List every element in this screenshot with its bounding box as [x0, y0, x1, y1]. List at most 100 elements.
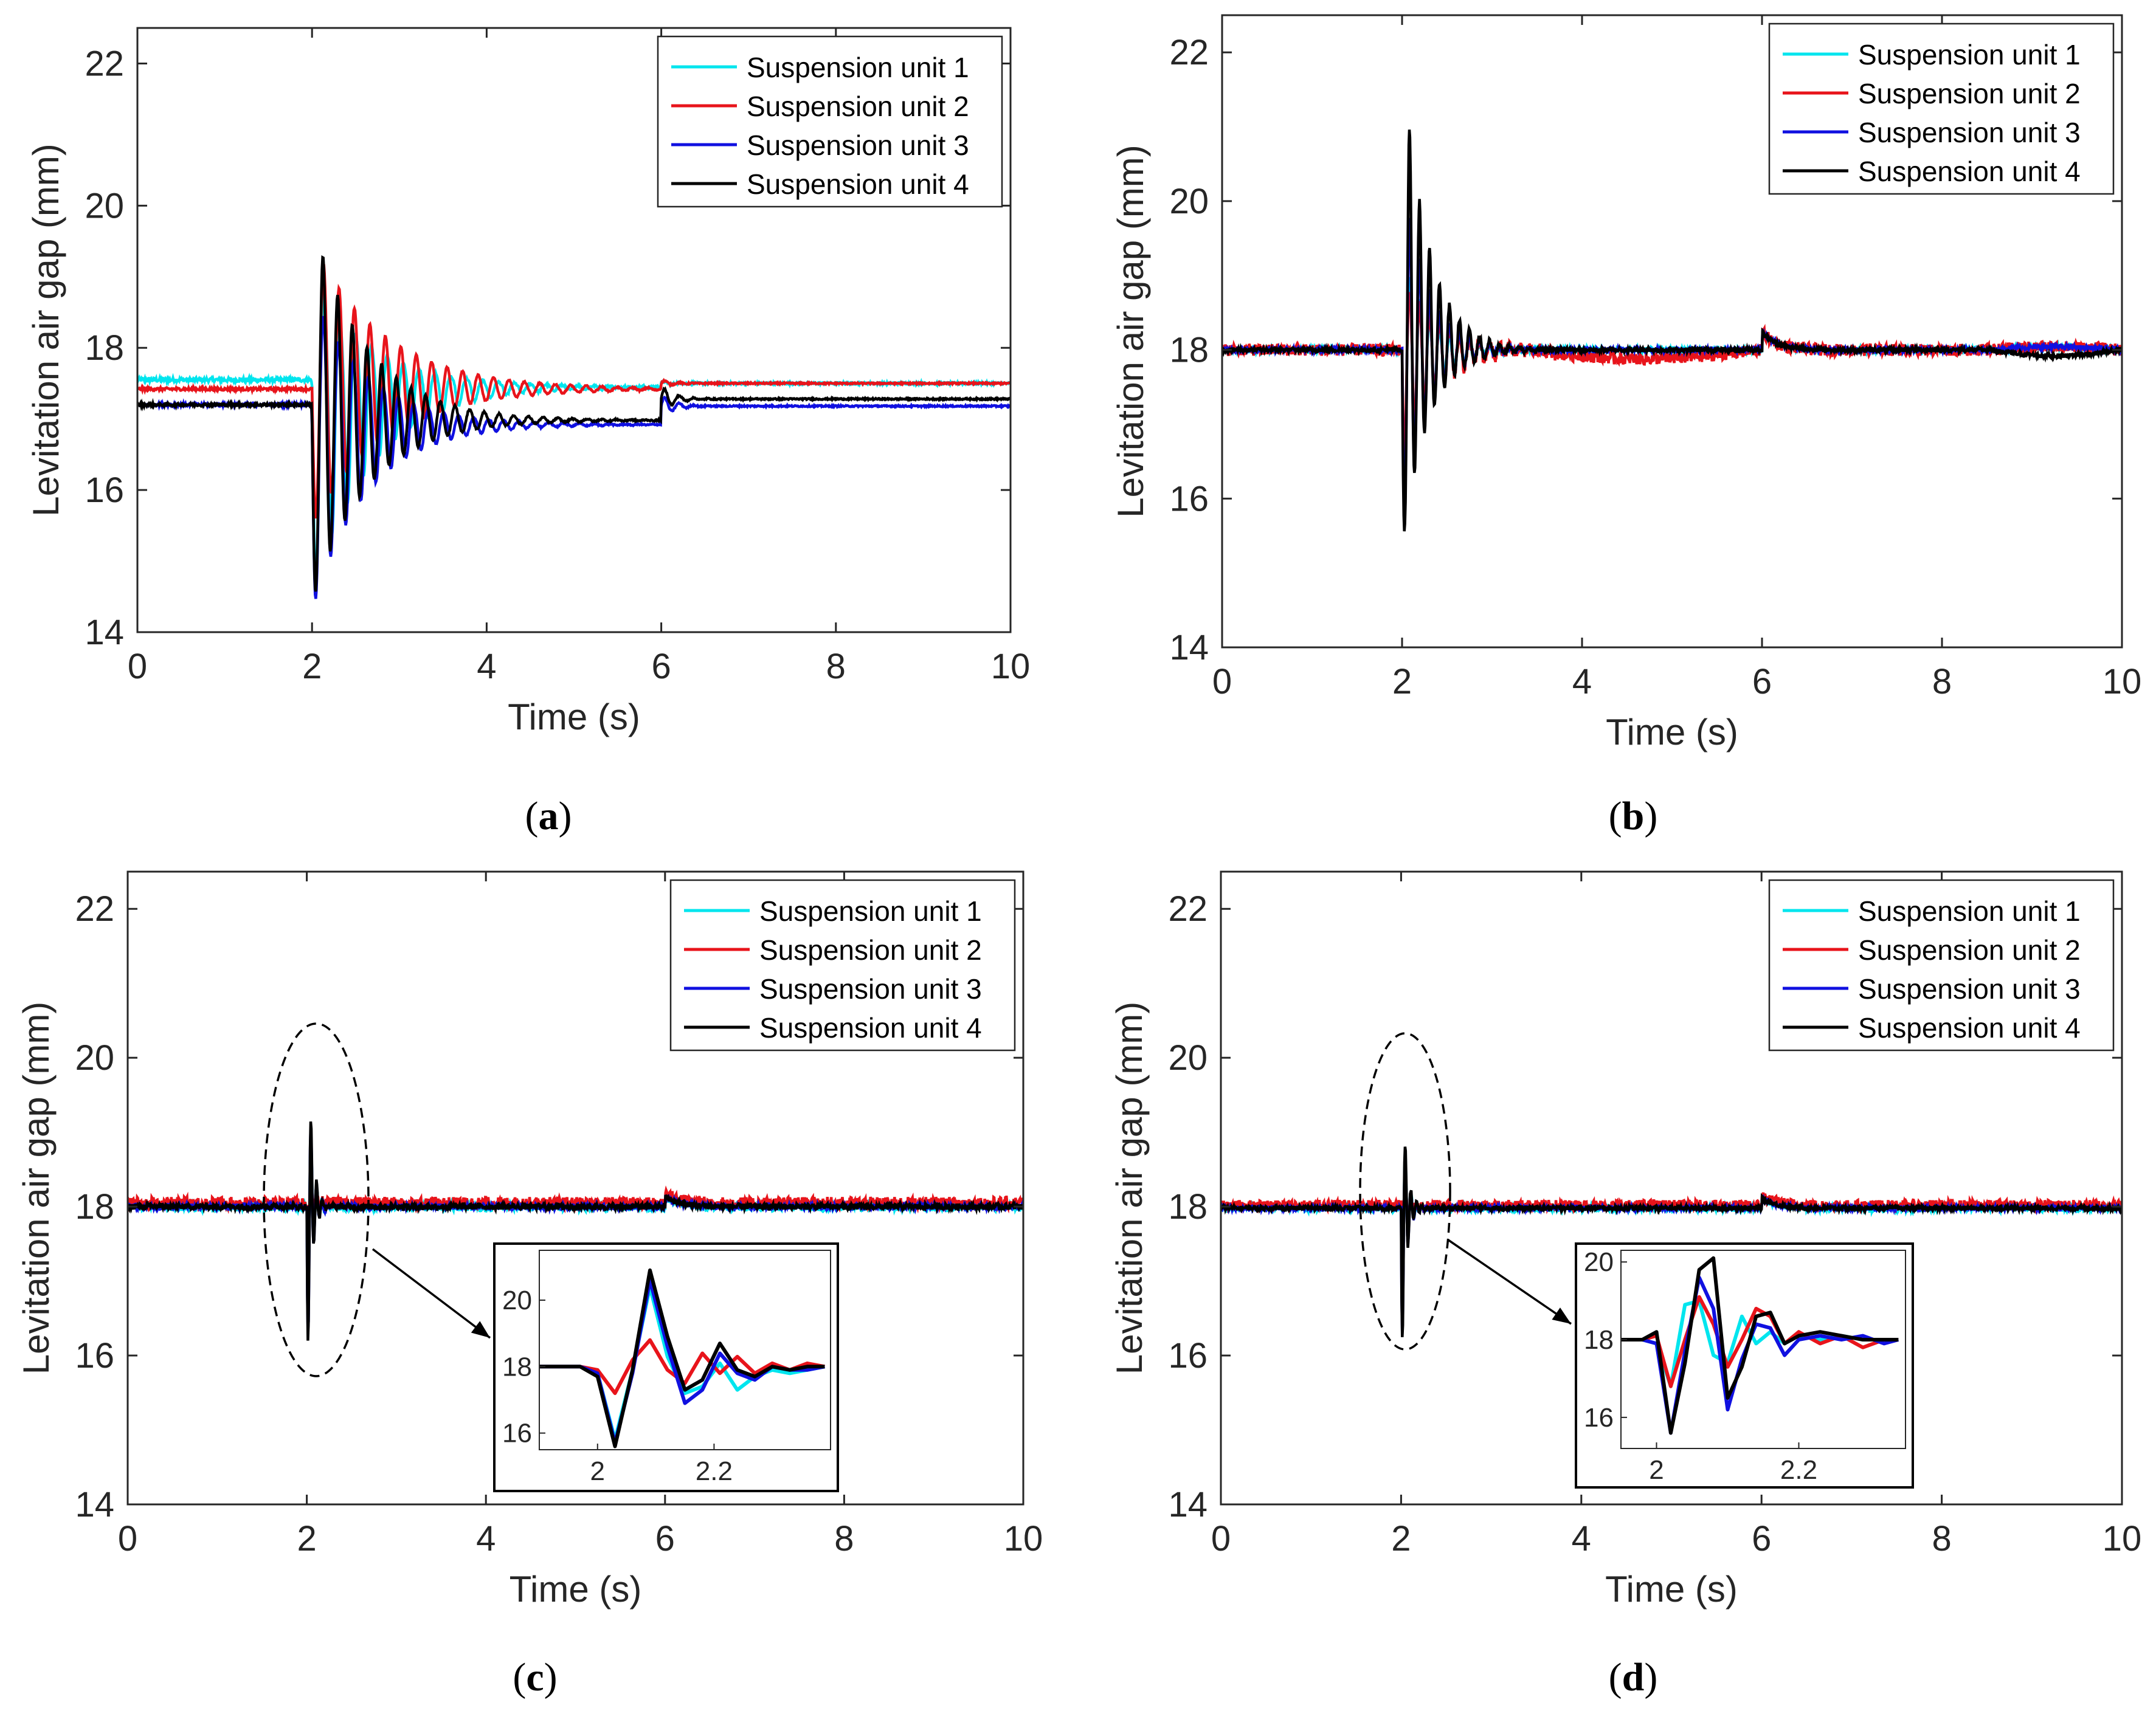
legend-label-unit-3: Suspension unit 3	[1858, 117, 2081, 148]
x-tick-label: 4	[476, 1519, 496, 1558]
x-axis-label: Time (s)	[1605, 1569, 1738, 1610]
legend-label-unit-4: Suspension unit 4	[1858, 156, 2081, 187]
series-group	[1222, 129, 2122, 532]
inset-x-tick-label: 2.2	[696, 1456, 733, 1486]
legend-box	[1768, 22, 2115, 195]
x-tick-label: 10	[991, 647, 1031, 686]
y-tick-label: 16	[1168, 1336, 1208, 1376]
legend-label-unit-3: Suspension unit 3	[1858, 973, 2081, 1005]
x-tick-label: 6	[655, 1519, 675, 1558]
legend-label-unit-2: Suspension unit 2	[1858, 934, 2081, 966]
y-tick-label: 18	[75, 1187, 114, 1227]
inset-y-tick-label: 16	[1584, 1403, 1614, 1433]
caption-letter: d	[1622, 1655, 1645, 1700]
y-axis-label: Levitation air gap (mm)	[26, 143, 66, 517]
inset-series-group	[1621, 1256, 1899, 1435]
y-tick-label: 22	[85, 44, 124, 83]
x-axis-label: Time (s)	[510, 1569, 642, 1610]
legend-label-unit-4: Suspension unit 4	[759, 1012, 982, 1044]
x-tick-label: 2	[302, 647, 322, 686]
y-tick-label: 16	[75, 1336, 114, 1376]
series-line-unit-2	[137, 259, 1011, 519]
legend-label-unit-4: Suspension unit 4	[747, 168, 969, 200]
y-axis-label: Levitation air gap (mm)	[1109, 1002, 1150, 1375]
plot-frame	[136, 27, 1012, 633]
x-tick-label: 4	[477, 647, 496, 686]
inset-y-tick-label: 20	[502, 1286, 532, 1315]
legend-label-unit-1: Suspension unit 1	[747, 52, 969, 83]
zoom-arrow-head	[1552, 1307, 1571, 1324]
x-tick-label: 10	[1004, 1519, 1043, 1558]
caption-letter: b	[1622, 794, 1645, 838]
inset-y-tick-label: 16	[502, 1419, 532, 1448]
series-line-unit-4	[1221, 1146, 2122, 1337]
x-tick-label: 0	[128, 647, 147, 686]
inset-y-tick-label: 20	[1584, 1247, 1614, 1277]
x-tick-label: 2	[1392, 662, 1412, 701]
series-group	[128, 1121, 1023, 1341]
zoom-ellipse	[263, 1022, 370, 1377]
caption-close-paren: )	[544, 1655, 558, 1700]
caption-close-paren: )	[1644, 794, 1657, 838]
y-tick-label: 18	[1168, 1187, 1208, 1227]
series-line-unit-4	[137, 255, 1011, 592]
inset-series-line-unit-4	[1621, 1256, 1899, 1435]
inset-series-group	[539, 1268, 825, 1448]
plot-frame	[126, 870, 1024, 1506]
y-tick-label: 14	[1168, 1485, 1208, 1524]
x-axis-label: Time (s)	[508, 697, 640, 737]
legend: Suspension unit 1 Suspension unit 2 Suspen…	[657, 35, 1003, 208]
chart-panel-b: 0 2 4 6 8 10 14 16 18 20 22 Time (s) Levitation air …	[1110, 14, 2142, 838]
y-tick-label: 20	[1168, 1038, 1208, 1078]
y-tick-label: 14	[85, 613, 124, 652]
caption-open-paren: (	[1609, 794, 1622, 838]
caption-open-paren: (	[525, 794, 539, 838]
inset-x-tick-label: 2	[590, 1456, 605, 1486]
series-group	[1221, 1146, 2122, 1337]
x-tick-label: 10	[2102, 662, 2142, 701]
inset-outer-box	[1575, 1242, 1914, 1489]
inset-y-tick-label: 18	[1584, 1325, 1614, 1355]
y-tick-label: 20	[1169, 182, 1209, 221]
y-tick-label: 18	[85, 328, 124, 368]
inset-plot-frame	[539, 1250, 831, 1450]
zoom-arrow-head	[471, 1321, 490, 1338]
x-tick-label: 0	[118, 1519, 137, 1558]
caption-open-paren: (	[513, 1655, 526, 1700]
panel-caption: (b)	[1609, 794, 1658, 838]
legend-label-unit-1: Suspension unit 1	[1858, 895, 2081, 927]
caption-letter: a	[539, 794, 559, 838]
x-tick-label: 4	[1572, 1519, 1591, 1558]
x-tick-label: 2	[297, 1519, 316, 1558]
x-tick-label: 4	[1572, 662, 1592, 701]
legend-label-unit-1: Suspension unit 1	[759, 895, 982, 927]
series-line-unit-4	[128, 1121, 1023, 1341]
inset-chart: 2 2.2 16 18 20	[1575, 1242, 1914, 1489]
y-tick-label: 18	[1169, 331, 1209, 370]
y-tick-label: 22	[75, 889, 114, 929]
panel-caption: (c)	[513, 1655, 557, 1700]
panel-caption: (d)	[1609, 1655, 1658, 1700]
chart-panel-a: 0 2 4 6 8 10 14 16 18 20 22 Time (s) Levitation air …	[26, 27, 1031, 838]
x-tick-label: 6	[1752, 1519, 1771, 1558]
legend-label-unit-3: Suspension unit 3	[747, 129, 969, 161]
x-tick-label: 2	[1391, 1519, 1411, 1558]
caption-open-paren: (	[1609, 1655, 1622, 1700]
legend-label-unit-2: Suspension unit 2	[1858, 78, 2081, 109]
x-tick-label: 8	[834, 1519, 854, 1558]
legend: Suspension unit 1 Suspension unit 2 Suspen…	[1768, 879, 2115, 1052]
chart-panel-c: 0 2 4 6 8 10 14 16 18 20 22 Time (s) Levitation air …	[16, 870, 1043, 1700]
series-line-unit-3	[1222, 218, 2122, 511]
inset-plot-frame	[1620, 1250, 1906, 1449]
legend-label-unit-4: Suspension unit 4	[1858, 1012, 2081, 1044]
y-tick-label: 14	[75, 1485, 114, 1524]
zoom-ellipse	[1359, 1032, 1451, 1351]
legend: Suspension unit 1 Suspension unit 2 Suspen…	[1768, 22, 2115, 195]
inset-chart: 2 2.2 16 18 20	[493, 1242, 839, 1492]
x-tick-label: 6	[1752, 662, 1772, 701]
y-tick-label: 20	[85, 186, 124, 226]
series-line-unit-2	[128, 1176, 1023, 1255]
legend-label-unit-1: Suspension unit 1	[1858, 39, 2081, 71]
series-line-unit-1	[1222, 277, 2122, 467]
y-tick-label: 20	[75, 1038, 114, 1078]
